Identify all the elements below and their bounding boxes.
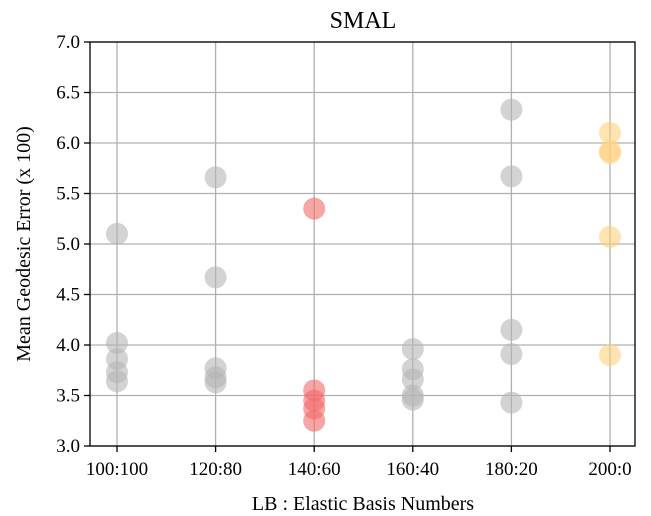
y-tick-label: 3.0 [56,436,80,457]
data-point-200-0 [599,225,621,248]
x-tick-label: 140:60 [288,459,341,480]
y-tick-label: 4.5 [56,285,80,306]
data-point-160-40 [401,338,424,361]
x-axis-label: LB : Elastic Basis Numbers [252,493,474,515]
data-point-100-100 [106,370,128,393]
data-point-120-80 [204,371,227,394]
y-axis-label: Mean Geodesic Error (x 100) [13,126,35,361]
data-point-160-40 [401,368,424,391]
chart-title: SMAL [330,8,397,34]
data-point-200-0 [599,142,621,165]
data-point-180-20 [500,165,523,188]
data-point-100-100 [106,222,128,245]
data-point-140-60 [303,197,326,220]
data-point-160-40 [401,388,424,411]
x-tick-label: 160:40 [386,459,439,480]
data-point-200-0 [599,344,621,367]
data-point-200-0 [599,121,621,144]
data-point-180-20 [500,343,523,366]
grid-layer [90,41,635,447]
y-tick-label: 5.5 [56,184,80,205]
data-point-120-80 [204,166,227,189]
ticks-layer: 3.0 3.5 4.0 4.5 5.0 5.5 6.0 6.5 7.0 100:100 120:80… [56,32,631,480]
x-tick-label: 200:0 [588,459,631,480]
data-point-120-80 [204,266,227,289]
y-tick-label: 7.0 [56,32,80,53]
data-point-100-100 [106,331,128,354]
y-tick-label: 4.0 [56,335,80,356]
y-tick-label: 3.5 [56,386,80,407]
y-tick-label: 6.0 [56,133,80,154]
y-tick-label: 5.0 [56,234,80,255]
x-tick-label: 120:80 [189,459,242,480]
y-tick-label: 6.5 [56,83,80,104]
data-point-180-20 [500,98,523,121]
data-point-140-60 [303,409,326,432]
x-tick-label: 180:20 [485,459,538,480]
x-tick-label: 100:100 [86,459,148,480]
data-point-180-20 [500,391,523,414]
data-point-180-20 [500,318,523,341]
points-layer [106,98,621,432]
